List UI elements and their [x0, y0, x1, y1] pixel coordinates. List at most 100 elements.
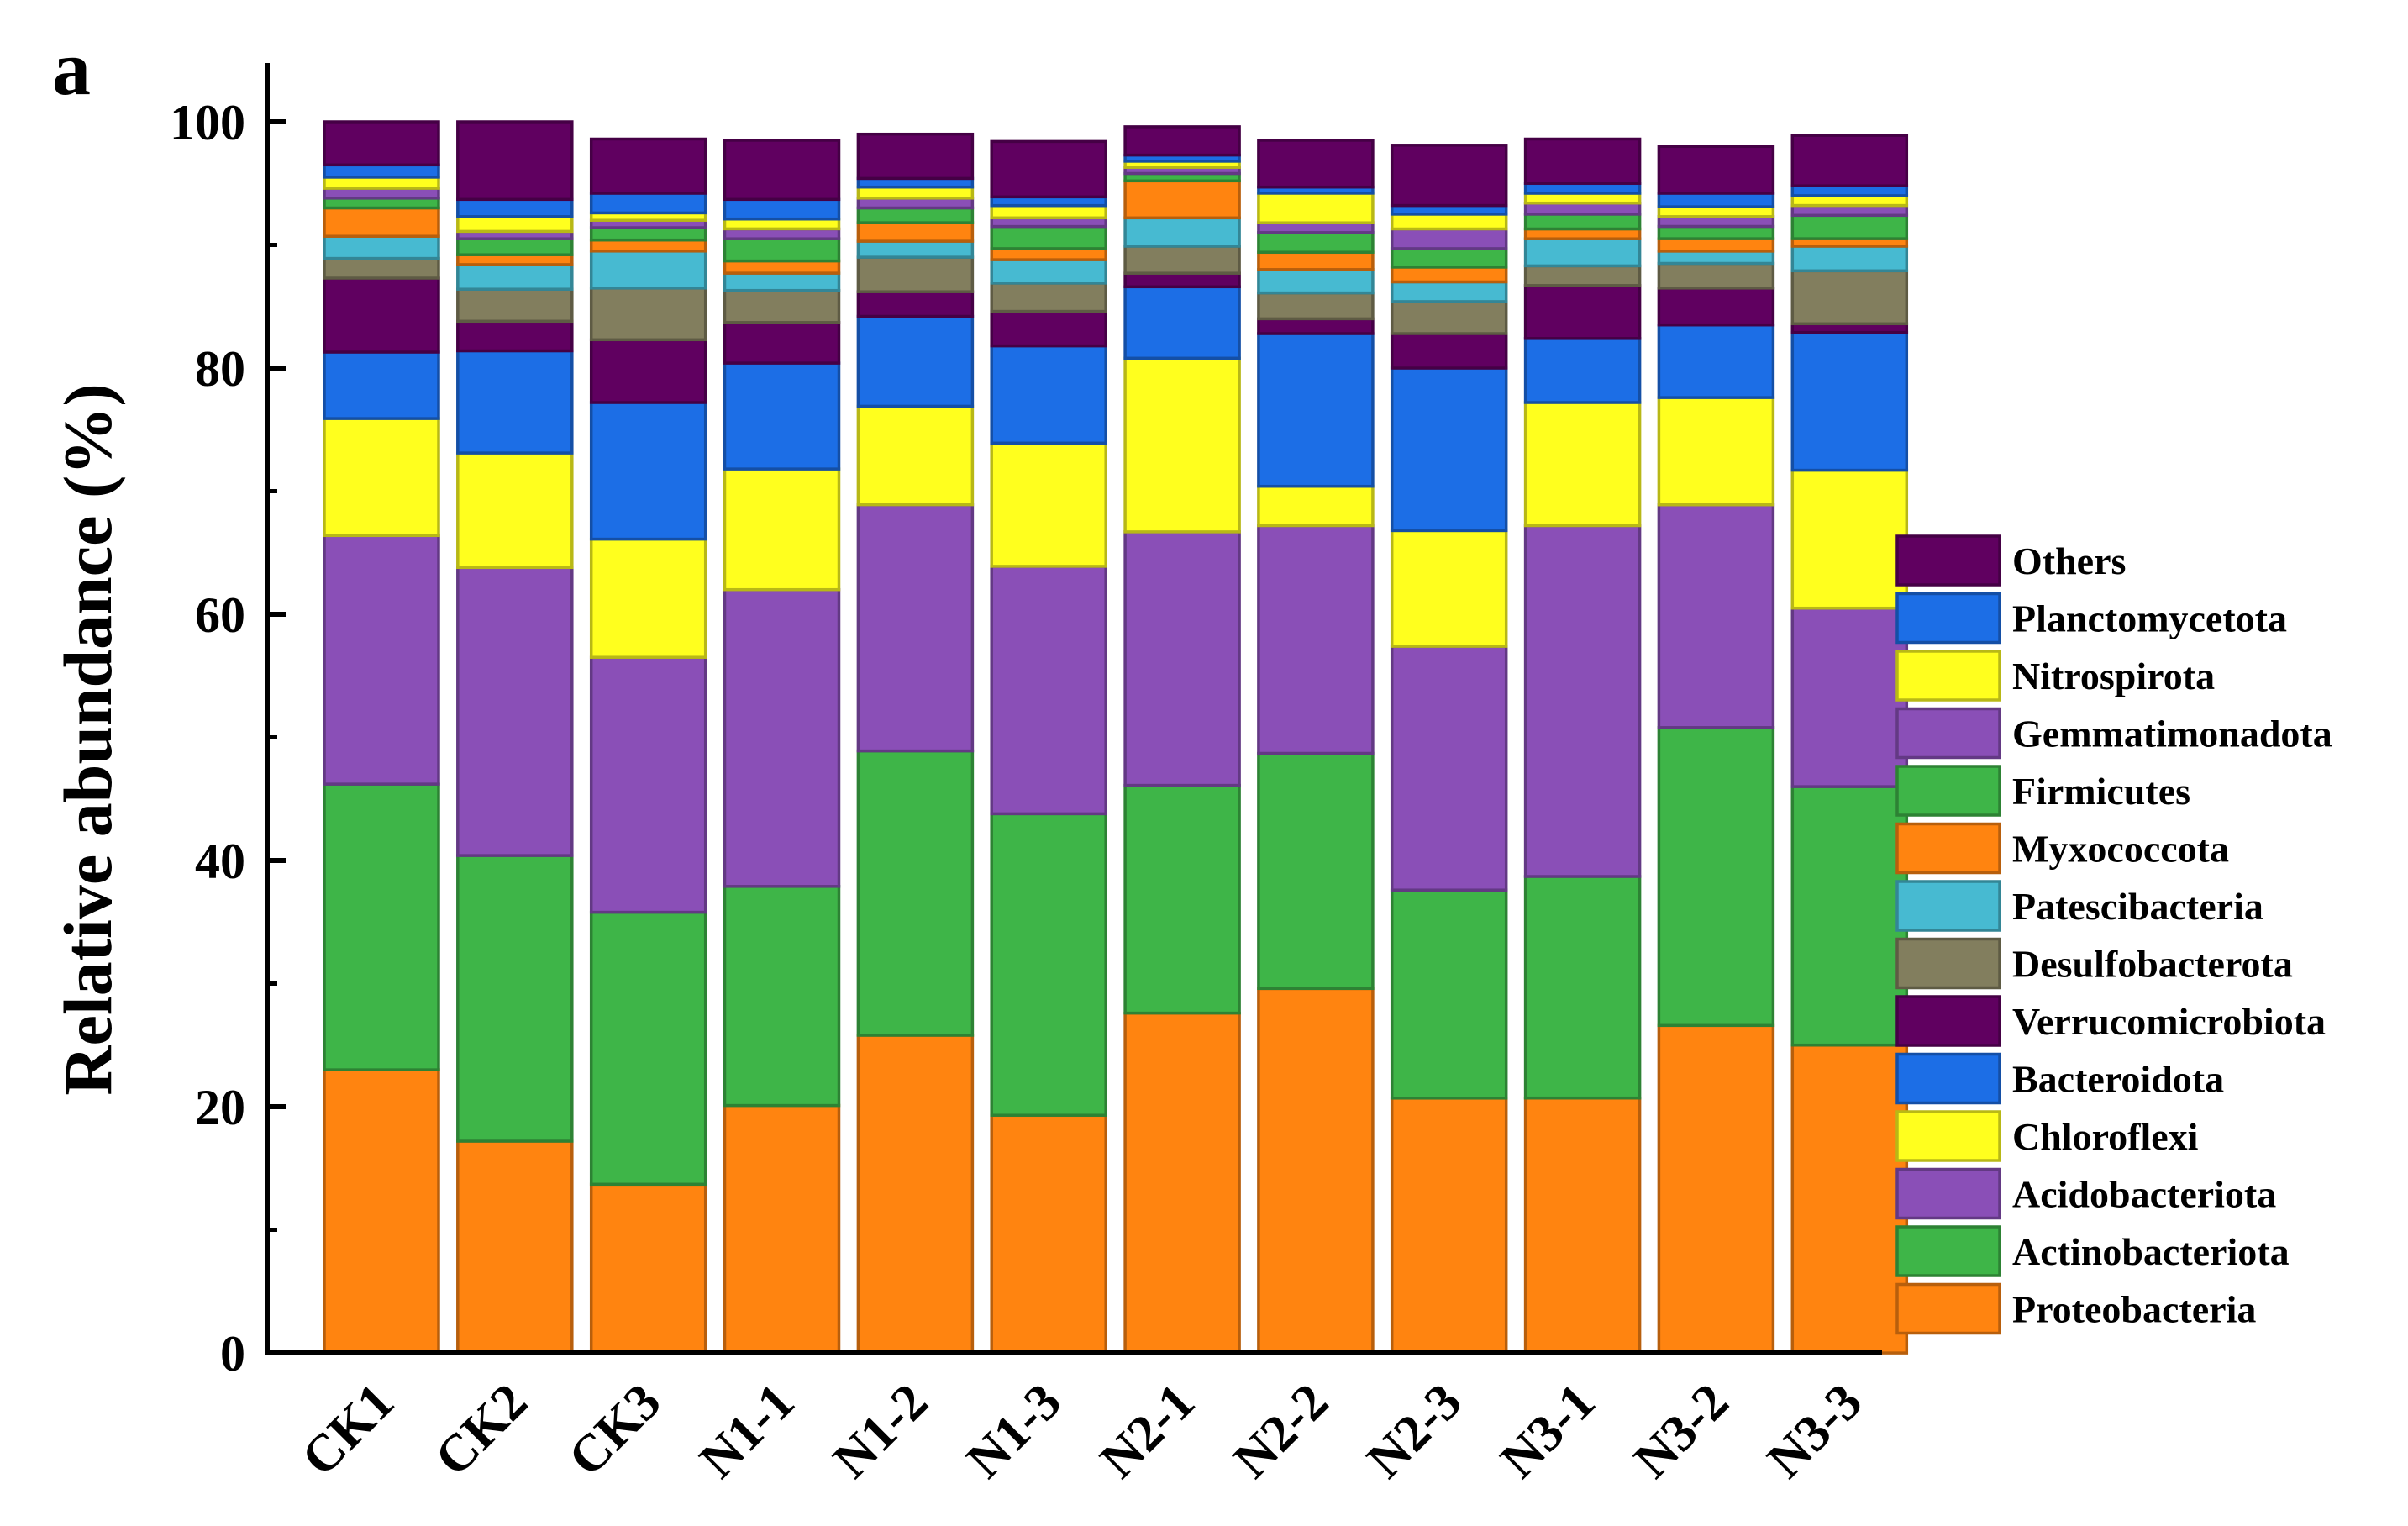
legend-label-patescibacteria: Patescibacteria	[2012, 885, 2263, 928]
legend-swatch-gemmatimonadota	[1895, 707, 2001, 760]
legend-label-proteobacteria: Proteobacteria	[2012, 1288, 2256, 1331]
bar-segment-proteobacteria-ck3	[589, 1182, 707, 1355]
bar-segment-others-n2-3	[1390, 144, 1508, 208]
bar-segment-patescibacteria-n2-2	[1257, 268, 1375, 295]
bar-segment-nitrospirota-n1-3	[990, 203, 1107, 220]
bar-segment-nitrospirota-n3-3	[1790, 194, 1909, 208]
bar-segment-verrucomicrobiota-n2-1	[1123, 271, 1241, 289]
bar-segment-myxococcota-ck3	[589, 238, 707, 253]
bar-segment-gemmatimonadota-n3-1	[1523, 201, 1642, 216]
bar-segment-bacteroidota-n2-2	[1257, 332, 1375, 488]
bar-segment-chloroflexi-n3-1	[1523, 401, 1642, 528]
bar-segment-firmicutes-n1-3	[990, 224, 1107, 250]
bar-segment-verrucomicrobiota-n1-1	[723, 321, 841, 365]
bar-segment-verrucomicrobiota-n1-2	[856, 290, 975, 318]
bar-segment-others-n1-1	[723, 139, 841, 202]
bar-segment-firmicutes-n1-2	[856, 206, 975, 224]
bar-segment-patescibacteria-ck2	[456, 263, 574, 291]
legend-swatch-myxococcota	[1895, 822, 2001, 875]
x-ticks-group: CK1 CK2 CK3 N1-1 N1-2 N1-3 N2-1 N2-2 N2-3 N3-1 N3-…	[291, 1373, 1873, 1489]
y-tick-label: 40	[195, 834, 245, 889]
bar-segment-proteobacteria-n3-1	[1523, 1096, 1642, 1355]
bar-segment-firmicutes-ck2	[456, 237, 574, 256]
bar-segment-planctomycetota-ck1	[323, 163, 440, 179]
bar-segment-chloroflexi-n2-1	[1123, 356, 1241, 534]
bar-segment-acidobacteriota-ck1	[323, 534, 440, 786]
bar-segment-actinobacteriota-n3-3	[1790, 785, 1909, 1047]
bar-segment-nitrospirota-ck2	[456, 215, 574, 234]
bar-segment-myxococcota-n1-1	[723, 259, 841, 275]
bar-segment-firmicutes-ck3	[589, 226, 707, 242]
x-tick-label-n3-3: N3-3	[1757, 1373, 1873, 1489]
x-tick-label-n2-2: N2-2	[1223, 1373, 1339, 1489]
bar-segment-verrucomicrobiota-ck3	[589, 338, 707, 404]
y-tick-label: 80	[195, 341, 245, 397]
bar-segment-nitrospirota-n3-1	[1523, 192, 1642, 205]
bar-segment-others-ck1	[323, 120, 440, 167]
bar-segment-acidobacteriota-n2-3	[1390, 645, 1508, 892]
bar-segment-others-n1-3	[990, 139, 1107, 199]
bar-segment-firmicutes-n2-2	[1257, 231, 1375, 254]
bar-segment-myxococcota-ck2	[456, 253, 574, 266]
bar-segment-firmicutes-n3-3	[1790, 213, 1909, 240]
bar-segment-myxococcota-n3-1	[1523, 227, 1642, 240]
bar-segment-verrucomicrobiota-ck2	[456, 319, 574, 353]
bar-segment-verrucomicrobiota-ck1	[323, 276, 440, 354]
bar-segment-gemmatimonadota-n1-1	[723, 227, 841, 240]
legend-label-bacteroidota: Bacteroidota	[2012, 1058, 2224, 1101]
legend-swatch-desulfobacterota	[1895, 937, 2001, 990]
legend-label-nitrospirota: Nitrospirota	[2012, 655, 2215, 697]
bar-segment-nitrospirota-n3-2	[1657, 205, 1775, 218]
bar-segment-chloroflexi-n2-3	[1390, 529, 1508, 648]
panel-label: a	[52, 25, 91, 111]
bar-segment-acidobacteriota-ck2	[456, 566, 574, 857]
x-tick-label-n3-2: N3-2	[1623, 1373, 1739, 1489]
legend-swatch-acidobacteriota	[1895, 1167, 2001, 1220]
bar-segment-acidobacteriota-n3-2	[1657, 503, 1775, 729]
y-axis-label: Relative abundance (%)	[50, 383, 126, 1095]
bar-segment-desulfobacterota-n1-1	[723, 288, 841, 324]
legend-label-verrucomicrobiota: Verrucomicrobiota	[2012, 1000, 2326, 1043]
bar-segment-actinobacteriota-ck3	[589, 910, 707, 1187]
bar-segment-gemmatimonadota-n1-2	[856, 197, 975, 210]
bars-group	[323, 120, 1909, 1355]
bar-segment-myxococcota-n2-3	[1390, 266, 1508, 284]
legend-swatch-firmicutes	[1895, 765, 2001, 817]
bar-segment-actinobacteriota-ck1	[323, 782, 440, 1071]
bar-segment-nitrospirota-n1-2	[856, 185, 975, 200]
bar-segment-actinobacteriota-n3-2	[1657, 726, 1775, 1028]
bar-segment-patescibacteria-n2-3	[1390, 280, 1508, 303]
bar-segment-bacteroidota-ck2	[456, 349, 574, 455]
bar-segment-others-n2-2	[1257, 139, 1375, 189]
bar-segment-actinobacteriota-n1-1	[723, 885, 841, 1108]
legend-swatch-verrucomicrobiota	[1895, 995, 2001, 1047]
bar-segment-planctomycetota-n3-3	[1790, 184, 1909, 197]
bar-segment-planctomycetota-n3-2	[1657, 192, 1775, 208]
y-tick-label: 0	[220, 1326, 245, 1381]
bar-segment-firmicutes-n1-1	[723, 237, 841, 263]
bar-segment-chloroflexi-n1-2	[856, 404, 975, 507]
bar-segment-patescibacteria-n3-3	[1790, 245, 1909, 273]
bar-segment-patescibacteria-n1-2	[856, 239, 975, 259]
legend-swatch-chloroflexi	[1895, 1110, 2001, 1162]
bar-segment-bacteroidota-n3-3	[1790, 330, 1909, 472]
bar-segment-verrucomicrobiota-n2-2	[1257, 317, 1375, 335]
bar-segment-actinobacteriota-n3-1	[1523, 875, 1642, 1100]
legend-swatch-others	[1895, 534, 2001, 587]
legend-label-others: Others	[2012, 539, 2126, 582]
legend-label-planctomycetota: Planctomycetota	[2012, 597, 2287, 640]
bar-segment-acidobacteriota-n3-3	[1790, 606, 1909, 788]
bar-segment-desulfobacterota-n1-3	[990, 282, 1107, 313]
bar-segment-desulfobacterota-ck1	[323, 256, 440, 280]
bar-segment-desulfobacterota-n3-1	[1523, 264, 1642, 287]
y-tick-label: 20	[195, 1080, 245, 1135]
bar-segment-bacteroidota-ck3	[589, 401, 707, 541]
bar-segment-proteobacteria-n1-3	[990, 1113, 1107, 1355]
bar-segment-patescibacteria-n2-1	[1123, 216, 1241, 248]
bar-segment-desulfobacterota-n1-2	[856, 255, 975, 293]
bar-segment-others-n2-1	[1123, 125, 1241, 157]
bar-segment-proteobacteria-n2-3	[1390, 1096, 1508, 1355]
bar-segment-desulfobacterota-n2-3	[1390, 300, 1508, 335]
bar-segment-actinobacteriota-ck2	[456, 854, 574, 1143]
bar-segment-myxococcota-n1-2	[856, 221, 975, 243]
